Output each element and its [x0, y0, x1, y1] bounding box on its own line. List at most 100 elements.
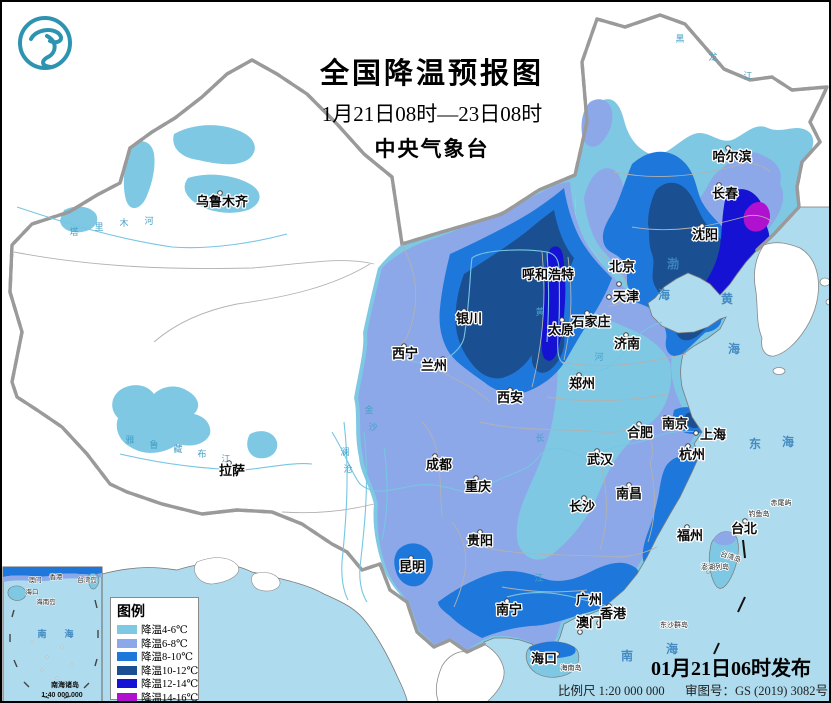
city-marker — [577, 629, 583, 635]
city-label: 北京 — [609, 259, 635, 274]
sea-marks — [713, 539, 746, 655]
city-label: 石家庄 — [570, 314, 610, 329]
city-label: 南京 — [662, 416, 688, 431]
inset-place-label: 海南岛 — [36, 597, 56, 606]
inset-sea-label: 南 — [37, 628, 46, 639]
city-marker — [699, 223, 705, 229]
city-label: 呼和浩特 — [522, 267, 574, 282]
release-time: 01月21日06时发布 — [651, 658, 811, 680]
city-label: 拉萨 — [219, 463, 245, 478]
city-label: 合肥 — [627, 425, 653, 440]
city-label: 乌鲁木齐 — [196, 194, 249, 209]
sea-name-label: 东 — [749, 436, 761, 451]
legend-label: 降温10-12℃ — [141, 665, 199, 677]
legend-item: 降温6-8℃ — [117, 637, 198, 651]
legend-items: 降温4-6℃ 降温6-8℃ 降温8-10℃ 降温10-12℃ 降温12-14℃ 降温14-… — [117, 623, 199, 703]
city-marker — [662, 415, 668, 421]
issuing-agency: 中央气象台 — [374, 137, 490, 161]
city-marker — [716, 182, 722, 188]
city-marker — [606, 603, 612, 609]
city-marker — [554, 651, 560, 657]
legend-label: 降温14-16℃ — [141, 692, 199, 703]
city-marker — [559, 317, 565, 323]
band-4-6-central-patch — [516, 292, 672, 560]
city-marker — [616, 281, 622, 287]
city-label: 广州 — [576, 592, 602, 607]
river-name-label: 塔 — [69, 226, 78, 237]
city-marker — [576, 372, 582, 378]
title-block: 全国降温预报图 1月21日08时—23日08时 中央气象台 — [232, 50, 632, 163]
city-marker — [725, 145, 731, 151]
nine-dash-line — [9, 599, 99, 699]
agency-logo — [18, 16, 72, 70]
river-name-label: 龙 — [708, 51, 717, 62]
river-name-label: 木 — [119, 217, 128, 228]
city-label: 兰州 — [421, 358, 447, 373]
map-scale: 比例尺 1:20 000 000 — [558, 684, 665, 698]
sea-name-label: 南 — [621, 648, 633, 663]
city-marker — [432, 453, 438, 459]
city-marker — [626, 482, 632, 488]
river-name-label: 黄 — [535, 306, 544, 317]
legend-swatch — [117, 665, 137, 675]
city-marker — [461, 308, 467, 314]
city-label: 西宁 — [392, 346, 418, 361]
island-name-label: 东沙群岛 — [660, 620, 688, 629]
city-marker — [217, 190, 223, 196]
legend-swatch — [117, 679, 137, 689]
approval-number: 审图号：GS (2019) 3082号 — [684, 684, 828, 698]
footer-scale-line: 比例尺 1:20 000 000 审图号：GS (2019) 3082号 — [558, 680, 828, 699]
legend-swatch — [117, 638, 137, 648]
city-label: 昆明 — [399, 559, 425, 574]
city-label: 沈阳 — [692, 227, 718, 242]
sea-name-label: 海 — [728, 341, 740, 356]
river-name-label: 河 — [594, 351, 603, 362]
sea-name-label: 海 — [782, 434, 794, 449]
legend: 图例 降温4-6℃ 降温6-8℃ 降温8-10℃ 降温10-12℃ 降温12-14℃ 降温… — [110, 597, 199, 703]
city-label: 南昌 — [616, 486, 642, 501]
river-name-label: 雅 — [125, 434, 134, 445]
river-name-label: 长 — [535, 432, 544, 443]
city-marker — [596, 620, 602, 626]
sea-name-label: 渤 — [667, 256, 679, 271]
sea-name-label: 海 — [666, 641, 678, 656]
city-marker — [606, 294, 612, 300]
city-marker — [562, 267, 568, 273]
river-labels: 塔里木河黄河长江黑龙江雅鲁藏布江金沙澜沧 — [69, 34, 752, 583]
legend-label: 降温6-8℃ — [141, 638, 188, 650]
city-marker — [584, 310, 590, 316]
city-marker — [504, 598, 510, 604]
river-name-label: 藏 — [173, 443, 182, 454]
map-title: 全国降温预报图 — [319, 58, 544, 90]
legend-label: 降温4-6℃ — [141, 625, 188, 637]
inset-caption: 南海诸岛 — [51, 680, 79, 689]
city-label: 西安 — [497, 390, 523, 405]
city-label: 香港 — [599, 606, 627, 621]
inset-sea-label: 海 — [64, 628, 73, 639]
indochina — [436, 643, 505, 701]
river-name-label: 布 — [197, 448, 206, 459]
band-14-16-region — [743, 202, 770, 232]
hainan-island — [525, 641, 580, 678]
river-name-label: 江 — [221, 454, 230, 464]
inset-islets — [30, 640, 74, 680]
city-label: 成都 — [426, 457, 452, 472]
sea-labels: 渤海 黄海东 海南海 — [621, 256, 794, 663]
city-label: 济南 — [614, 336, 640, 351]
city-marker — [473, 475, 479, 481]
city-label: 海口 — [531, 651, 557, 666]
legend-item: 降温10-12℃ — [117, 664, 198, 678]
city-marker — [581, 495, 587, 501]
legend-label: 降温12-14℃ — [141, 679, 199, 691]
city-label: 长沙 — [569, 499, 595, 514]
river-name-label: 河 — [144, 215, 153, 226]
city-label: 武汉 — [587, 452, 614, 467]
city-label: 福州 — [676, 528, 703, 543]
forecast-period: 1月21日08时—23日08时 — [321, 102, 543, 126]
foreign-land — [436, 242, 829, 701]
legend-item: 降温4-6℃ — [117, 623, 198, 637]
korea-peninsula — [754, 242, 819, 357]
river-name-label: 沙 — [368, 422, 377, 432]
